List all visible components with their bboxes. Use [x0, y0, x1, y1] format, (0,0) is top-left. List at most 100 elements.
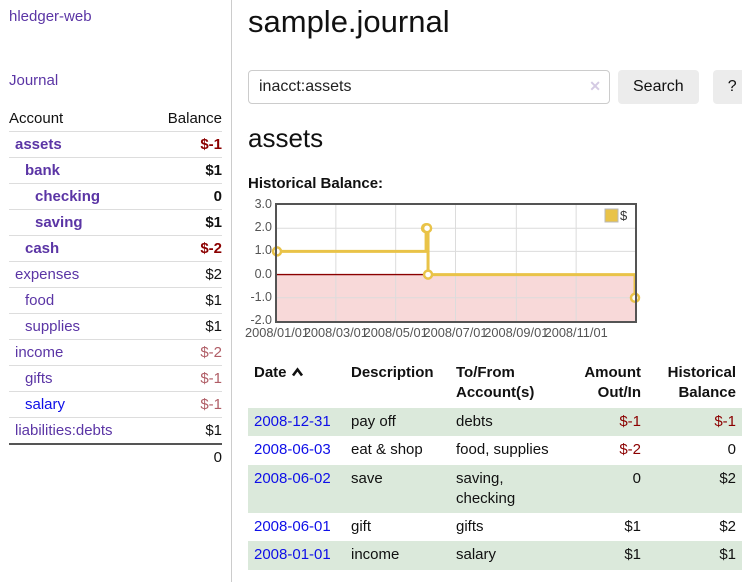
transaction-row: 2008-06-01 gift gifts $1 $2 [248, 513, 742, 541]
register-table: Date Description To/From Account(s) Amou… [248, 361, 742, 570]
transaction-amount: $-1 [619, 413, 641, 430]
transaction-date-link[interactable]: 2008-12-31 [254, 413, 331, 430]
account-link-assets[interactable]: assets [15, 136, 62, 153]
search-input[interactable] [248, 70, 610, 104]
transaction-date-link[interactable]: 2008-06-01 [254, 518, 331, 535]
account-cell: food [9, 287, 149, 314]
x-axis-tick-label: 2008/09/01 [484, 325, 549, 340]
chart-title: Historical Balance: [248, 175, 384, 192]
transaction-date-cell: 2008-06-01 [248, 513, 345, 541]
transaction-amount: $-2 [619, 441, 641, 459]
column-header-historical: Historical Balance [667, 364, 736, 401]
column-header-accounts: To/From Account(s) [456, 364, 535, 401]
account-link-checking[interactable]: checking [35, 188, 101, 205]
transaction-date-cell: 2008-06-02 [248, 465, 345, 514]
column-header-description: Description [351, 364, 434, 381]
x-axis-tick-label: 2008/11/01 [544, 325, 608, 340]
transaction-balance: $2 [719, 469, 736, 487]
account-row: assets $-1 [9, 131, 222, 158]
account-balance: $-1 [148, 391, 222, 418]
account-cell: checking [9, 183, 149, 210]
transaction-balance: $1 [719, 546, 736, 564]
transaction-accounts: saving, checking [456, 469, 516, 507]
sidebar-item-journal[interactable]: Journal [9, 72, 59, 89]
accounts-header-balance: Balance [167, 110, 222, 127]
account-cell: cash [9, 235, 149, 262]
search-button[interactable]: Search [618, 70, 699, 104]
register-header-row: Date Description To/From Account(s) Amou… [248, 361, 742, 408]
search-form: ✕ Search ? [248, 70, 742, 104]
x-axis-tick-label: 2008/05/01 [363, 325, 428, 340]
accounts-table: Account Balance assets $-1 bank $1 checking 0… [9, 106, 222, 470]
main-content: sample.journal ✕ Search ? assets Histori… [232, 0, 742, 582]
account-row: saving $1 [9, 209, 222, 236]
help-button[interactable]: ? [712, 70, 742, 104]
transaction-amount: $1 [624, 546, 641, 564]
accounts-header-row: Account Balance [9, 106, 222, 132]
account-cell: bank [9, 157, 149, 184]
x-axis-tick-label: 2008/03/01 [303, 325, 368, 340]
column-header-date[interactable]: Date [248, 361, 345, 408]
account-link-gifts[interactable]: gifts [25, 370, 53, 387]
transaction-description: gift [351, 518, 372, 535]
account-cell: liabilities:debts [9, 417, 149, 444]
account-link-salary[interactable]: salary [25, 396, 66, 413]
account-link-expenses[interactable]: expenses [15, 266, 80, 283]
accounts-total-spacer [9, 443, 149, 470]
account-link-saving[interactable]: saving [35, 214, 83, 231]
transaction-row: 2008-06-03 eat & shop food, supplies $-2 0 [248, 436, 742, 464]
transaction-amount: $1 [624, 518, 641, 535]
transaction-date-link[interactable]: 2008-06-03 [254, 441, 331, 459]
account-row: gifts $-1 [9, 365, 222, 392]
account-row: expenses $2 [9, 261, 222, 288]
transaction-balance: 0 [727, 441, 736, 459]
account-row: salary $-1 [9, 391, 222, 418]
transaction-balance: $2 [719, 518, 736, 535]
account-balance: $-2 [148, 339, 222, 366]
transaction-description: income [351, 546, 400, 564]
account-link-supplies[interactable]: supplies [25, 318, 81, 335]
y-axis-tick-label: 1.0 [254, 243, 272, 258]
sidebar: hledger-web Journal Account Balance asse… [0, 0, 232, 582]
transaction-date-cell: 2008-06-03 [248, 436, 345, 464]
account-link-liabilities-debts[interactable]: liabilities:debts [15, 422, 113, 439]
transaction-row: 2008-01-01 income salary $1 $1 [248, 541, 742, 570]
x-axis-tick-label: 2008/07/01 [423, 325, 488, 340]
accounts-total-value: 0 [148, 443, 222, 470]
transaction-description: save [351, 469, 383, 487]
transaction-date-link[interactable]: 2008-01-01 [254, 546, 331, 564]
transaction-date-cell: 2008-01-01 [248, 541, 345, 569]
account-balance: $1 [148, 417, 222, 444]
account-link-cash[interactable]: cash [25, 240, 60, 257]
account-link-income[interactable]: income [15, 344, 64, 361]
account-cell: expenses [9, 261, 149, 288]
transaction-row: 2008-12-31 pay off debts $-1 $-1 [248, 408, 742, 437]
sort-ascending-icon [291, 364, 304, 384]
transaction-description: eat & shop [351, 441, 423, 459]
account-link-bank[interactable]: bank [25, 162, 61, 179]
account-balance: 0 [148, 183, 222, 210]
transaction-amount: 0 [632, 469, 641, 487]
account-row: cash $-2 [9, 235, 222, 262]
account-balance: $1 [148, 287, 222, 314]
svg-text:$: $ [620, 208, 628, 223]
clear-search-icon[interactable]: ✕ [589, 78, 601, 94]
account-cell: income [9, 339, 149, 366]
brand-link[interactable]: hledger-web [9, 8, 92, 25]
column-header-amount: Amount Out/In [584, 364, 641, 401]
historical-balance-chart: $3.0 2.0 1.0 0.0 -1.0 -2.0 2008/01/01 2008/03/0… [245, 197, 742, 344]
account-balance: $1 [148, 157, 222, 184]
y-axis-tick-label: 3.0 [254, 197, 272, 211]
account-balance: $-1 [148, 365, 222, 392]
account-row: liabilities:debts $1 [9, 417, 222, 444]
account-link-food[interactable]: food [25, 292, 55, 309]
account-balance: $1 [148, 209, 222, 236]
transaction-accounts: gifts [456, 518, 484, 535]
account-balance: $-2 [148, 235, 222, 262]
page-title: sample.journal [248, 4, 450, 39]
y-axis-tick-label: -1.0 [250, 289, 272, 304]
account-cell: gifts [9, 365, 149, 392]
transaction-date-link[interactable]: 2008-06-02 [254, 469, 331, 487]
transaction-accounts: food, supplies [456, 441, 549, 459]
account-heading: assets [248, 123, 324, 153]
